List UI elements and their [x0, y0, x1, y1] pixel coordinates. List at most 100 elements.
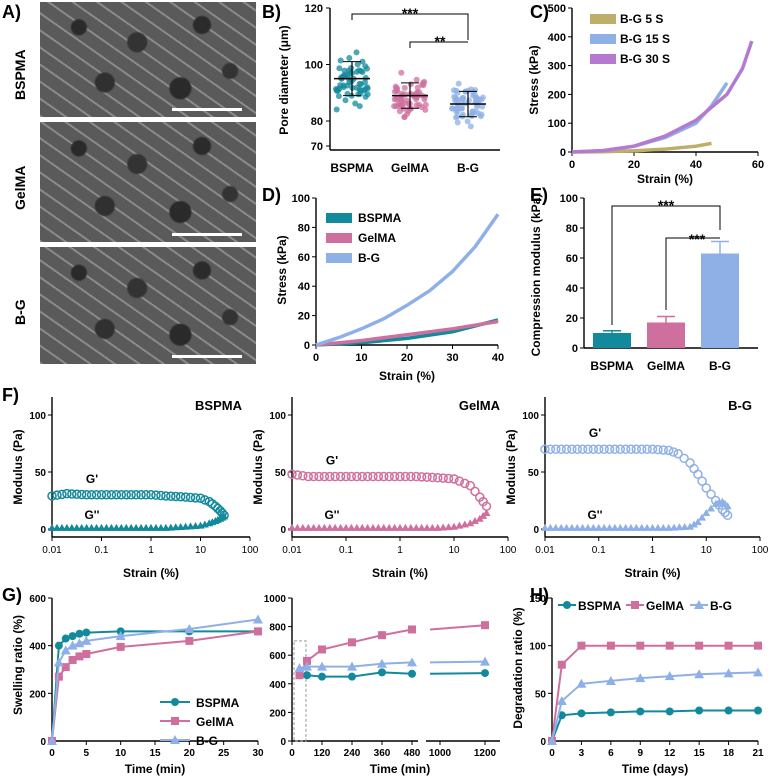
g-right-point-1: [303, 656, 311, 665]
h-xtick-label-7: 21: [752, 748, 764, 759]
c-legend-label-1: B-G 15 S: [620, 32, 670, 46]
f2-gdoubleprime-point: [315, 523, 323, 531]
f2-xtick-label-1: 0.1: [339, 545, 353, 556]
g-right-point-1: [378, 631, 386, 640]
h-point-2: [576, 678, 587, 688]
f2-gprime-point: [352, 471, 362, 482]
h-legend-label-1: GelMA: [646, 599, 684, 613]
f2-gprime-point: [308, 471, 319, 482]
f2-gdoubleprime-point: [347, 523, 356, 531]
f2-gprime-point: [389, 471, 400, 482]
g-right-ytick-label-1: 200: [269, 708, 286, 719]
b-point: [453, 87, 460, 94]
f2-gprime-point: [427, 472, 438, 483]
f3-gprime-point: [561, 444, 572, 454]
d-ytick-label-3: 60: [298, 252, 310, 264]
f2-gdoubleprime-point: [336, 523, 345, 531]
b-point: [407, 81, 414, 88]
b-point: [356, 80, 363, 87]
c-legend-label-2: B-G 30 S: [620, 52, 670, 66]
d-legend-swatch-2: [326, 253, 352, 263]
h-point-1: [754, 641, 762, 650]
f3-gprime-point: [673, 449, 683, 459]
h-point-2: [605, 675, 616, 685]
c-legend-swatch-2: [590, 54, 616, 64]
e-xtick-label-2: B-G: [709, 359, 731, 373]
b-sig-1: ***: [402, 5, 419, 21]
f2-label-gdoubleprime: G'': [324, 508, 339, 522]
f3-gprime-point: [615, 444, 626, 454]
b-point: [338, 74, 345, 81]
f2-xlabel: Strain (%): [372, 566, 428, 580]
c-ylabel: Stress (kPa): [527, 45, 541, 114]
f1-gprime-point: [81, 490, 92, 500]
b-point: [458, 105, 465, 112]
d-ytick-label-2: 40: [298, 281, 310, 293]
f2-gprime-point: [341, 471, 351, 482]
f1-gprime-point: [52, 490, 62, 500]
c-xtick-label-2: 40: [690, 159, 702, 171]
f2-gdoubleprime-point: [433, 523, 442, 531]
f2-gdoubleprime-point: [417, 523, 426, 531]
f2-gprime-point: [432, 472, 443, 483]
g-right-xtick-label-2: 240: [344, 748, 361, 759]
f3-gprime-point: [551, 444, 561, 454]
g-right-point-0: [303, 671, 311, 680]
f2-gprime-point: [422, 472, 432, 482]
b-point: [471, 109, 478, 116]
g-left-xtick-label-5: 25: [218, 748, 230, 759]
f2-ylabel: Modulus (Pa): [251, 429, 265, 504]
f3-xtick-label-4: 100: [752, 545, 769, 556]
f1-gprime-point: [126, 490, 136, 500]
f3-gdoubleprime-point: [659, 523, 668, 531]
b-point: [473, 104, 480, 111]
f3-gdoubleprime-point: [686, 522, 695, 530]
f1-gprime-point: [166, 491, 176, 501]
g-right-xtick-label-0: 0: [289, 748, 295, 759]
g-right-point-1: [295, 671, 304, 680]
f1-gprime-point: [62, 488, 72, 499]
b-point: [394, 85, 401, 92]
g-right-line-1: [298, 628, 413, 676]
b-point: [356, 67, 363, 74]
f1-gprime-point: [57, 489, 67, 500]
b-point: [353, 49, 360, 56]
g-left-xtick-label-3: 15: [149, 748, 161, 759]
g-right-ytick-label-2: 400: [269, 680, 286, 691]
h-point-0: [665, 707, 674, 716]
g-left-point-2: [74, 638, 85, 648]
e-xtick-label-0: BSPMA: [590, 359, 634, 373]
f2-gprime-point: [335, 471, 346, 482]
b-point: [356, 103, 363, 110]
f3-gprime-point: [572, 444, 582, 454]
h-xtick-label-1: 3: [579, 748, 585, 759]
h-xtick-label-5: 15: [694, 748, 706, 759]
f2-gdoubleprime-point: [396, 523, 404, 531]
d-legend-label-1: GelMA: [358, 231, 396, 245]
h-point-1: [636, 641, 645, 650]
h-xtick-label-6: 18: [723, 748, 735, 759]
h-point-2: [664, 671, 675, 681]
f1-gprime-point: [121, 490, 131, 500]
f2-gdoubleprime-point: [374, 523, 383, 531]
e-sig-1: ***: [658, 197, 675, 213]
d-ytick-label-1: 20: [298, 311, 310, 323]
g-legend-label-0: BSPMA: [196, 696, 240, 710]
f1-ylabel: Modulus (Pa): [11, 429, 25, 504]
f3-gdoubleprime-point: [546, 523, 555, 531]
d-xtick-label-2: 20: [401, 352, 413, 364]
b-ytick-label-2: 100: [305, 60, 323, 72]
f3-gprime-point: [631, 444, 642, 454]
h-point-0: [636, 707, 645, 716]
f3-gprime-point: [540, 444, 550, 454]
f2-xtick-label-2: 1: [397, 545, 403, 556]
b-point: [335, 93, 342, 100]
g-right-tail-0: [429, 672, 486, 675]
h-point-1: [557, 660, 566, 669]
b-point: [459, 111, 466, 118]
panel-label-d: D): [262, 185, 281, 205]
h-point-1: [606, 641, 615, 650]
g-right-xtick-label-6: 1200: [474, 748, 497, 759]
f2-gprime-point: [357, 471, 368, 482]
g-right-xlabel: Time (min): [370, 762, 430, 776]
